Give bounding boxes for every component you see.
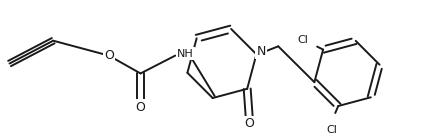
Text: O: O — [104, 49, 114, 62]
Text: N: N — [257, 45, 266, 58]
Text: O: O — [136, 101, 145, 114]
Text: NH: NH — [177, 49, 194, 59]
Text: Cl: Cl — [327, 125, 338, 135]
Text: O: O — [244, 117, 254, 130]
Text: Cl: Cl — [298, 35, 309, 45]
